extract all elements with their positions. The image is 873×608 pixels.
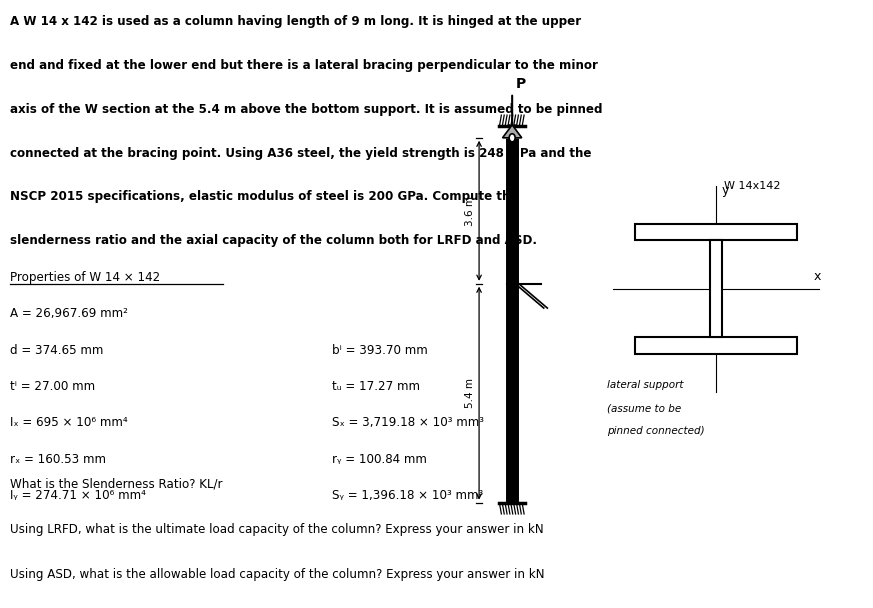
Bar <box>635 337 797 353</box>
Text: A W 14 x 142 is used as a column having length of 9 m long. It is hinged at the : A W 14 x 142 is used as a column having … <box>10 15 581 28</box>
Bar <box>710 240 722 337</box>
Text: rₓ = 160.53 mm: rₓ = 160.53 mm <box>10 453 107 466</box>
Text: A = 26,967.69 mm²: A = 26,967.69 mm² <box>10 307 128 320</box>
Text: x: x <box>814 270 821 283</box>
Text: Properties of W 14 × 142: Properties of W 14 × 142 <box>10 271 161 283</box>
Text: P: P <box>516 77 526 91</box>
Text: tⁱ = 27.00 mm: tⁱ = 27.00 mm <box>10 380 96 393</box>
Text: axis of the W section at the 5.4 m above the bottom support. It is assumed to be: axis of the W section at the 5.4 m above… <box>10 103 603 116</box>
Text: slenderness ratio and the axial capacity of the column both for LRFD and ASD.: slenderness ratio and the axial capacity… <box>10 234 538 247</box>
Text: Iᵧ = 274.71 × 10⁶ mm⁴: Iᵧ = 274.71 × 10⁶ mm⁴ <box>10 489 147 502</box>
Text: (assume to be: (assume to be <box>607 403 681 413</box>
Text: rᵧ = 100.84 mm: rᵧ = 100.84 mm <box>332 453 427 466</box>
Text: tᵤ = 17.27 mm: tᵤ = 17.27 mm <box>332 380 420 393</box>
Text: Using LRFD, what is the ultimate load capacity of the column? Express your answe: Using LRFD, what is the ultimate load ca… <box>10 523 544 536</box>
Text: lateral support: lateral support <box>607 380 684 390</box>
Text: pinned connected): pinned connected) <box>607 426 705 436</box>
Polygon shape <box>503 125 522 138</box>
Text: Sᵧ = 1,396.18 × 10³ mm³: Sᵧ = 1,396.18 × 10³ mm³ <box>332 489 483 502</box>
Text: Iₓ = 695 × 10⁶ mm⁴: Iₓ = 695 × 10⁶ mm⁴ <box>10 416 128 429</box>
Text: y: y <box>721 184 729 197</box>
Text: connected at the bracing point. Using A36 steel, the yield strength is 248 MPa a: connected at the bracing point. Using A3… <box>10 147 592 159</box>
Text: 5.4 m: 5.4 m <box>465 378 476 408</box>
Text: What is the Slenderness Ratio? KL/r: What is the Slenderness Ratio? KL/r <box>10 477 223 490</box>
Text: Using ASD, what is the allowable load capacity of the column? Express your answe: Using ASD, what is the allowable load ca… <box>10 568 545 581</box>
Bar <box>635 224 797 240</box>
Text: W 14x142: W 14x142 <box>724 181 780 191</box>
Text: end and fixed at the lower end but there is a lateral bracing perpendicular to t: end and fixed at the lower end but there… <box>10 59 598 72</box>
Text: NSCP 2015 specifications, elastic modulus of steel is 200 GPa. Compute the: NSCP 2015 specifications, elastic modulu… <box>10 190 519 203</box>
Circle shape <box>509 134 515 142</box>
Text: 3.6 m: 3.6 m <box>465 196 476 226</box>
Text: Sₓ = 3,719.18 × 10³ mm³: Sₓ = 3,719.18 × 10³ mm³ <box>332 416 484 429</box>
Text: d = 374.65 mm: d = 374.65 mm <box>10 344 104 356</box>
Text: bⁱ = 393.70 mm: bⁱ = 393.70 mm <box>332 344 428 356</box>
